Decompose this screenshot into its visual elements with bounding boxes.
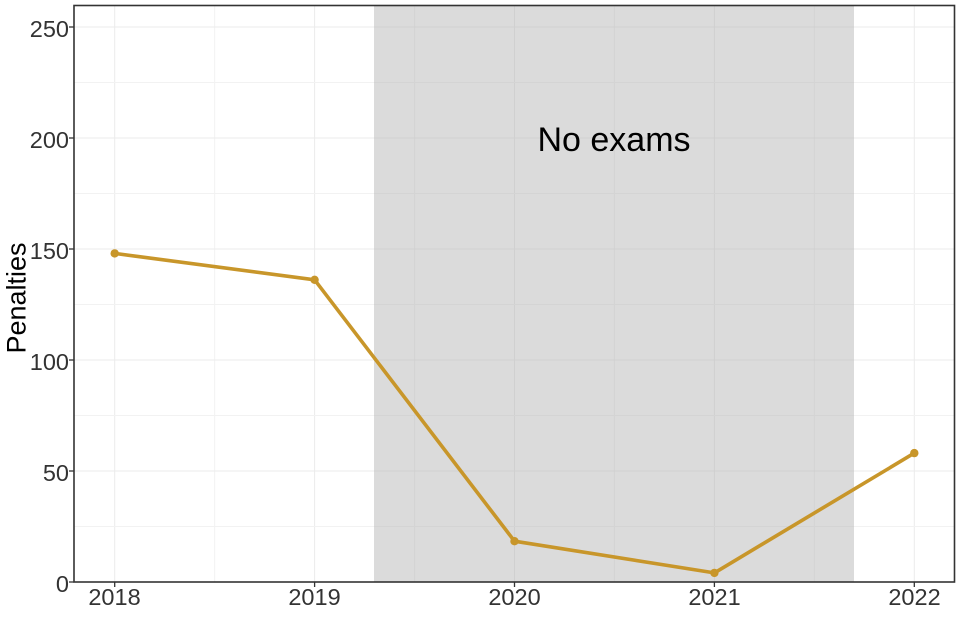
svg-text:No exams: No exams (537, 121, 690, 159)
